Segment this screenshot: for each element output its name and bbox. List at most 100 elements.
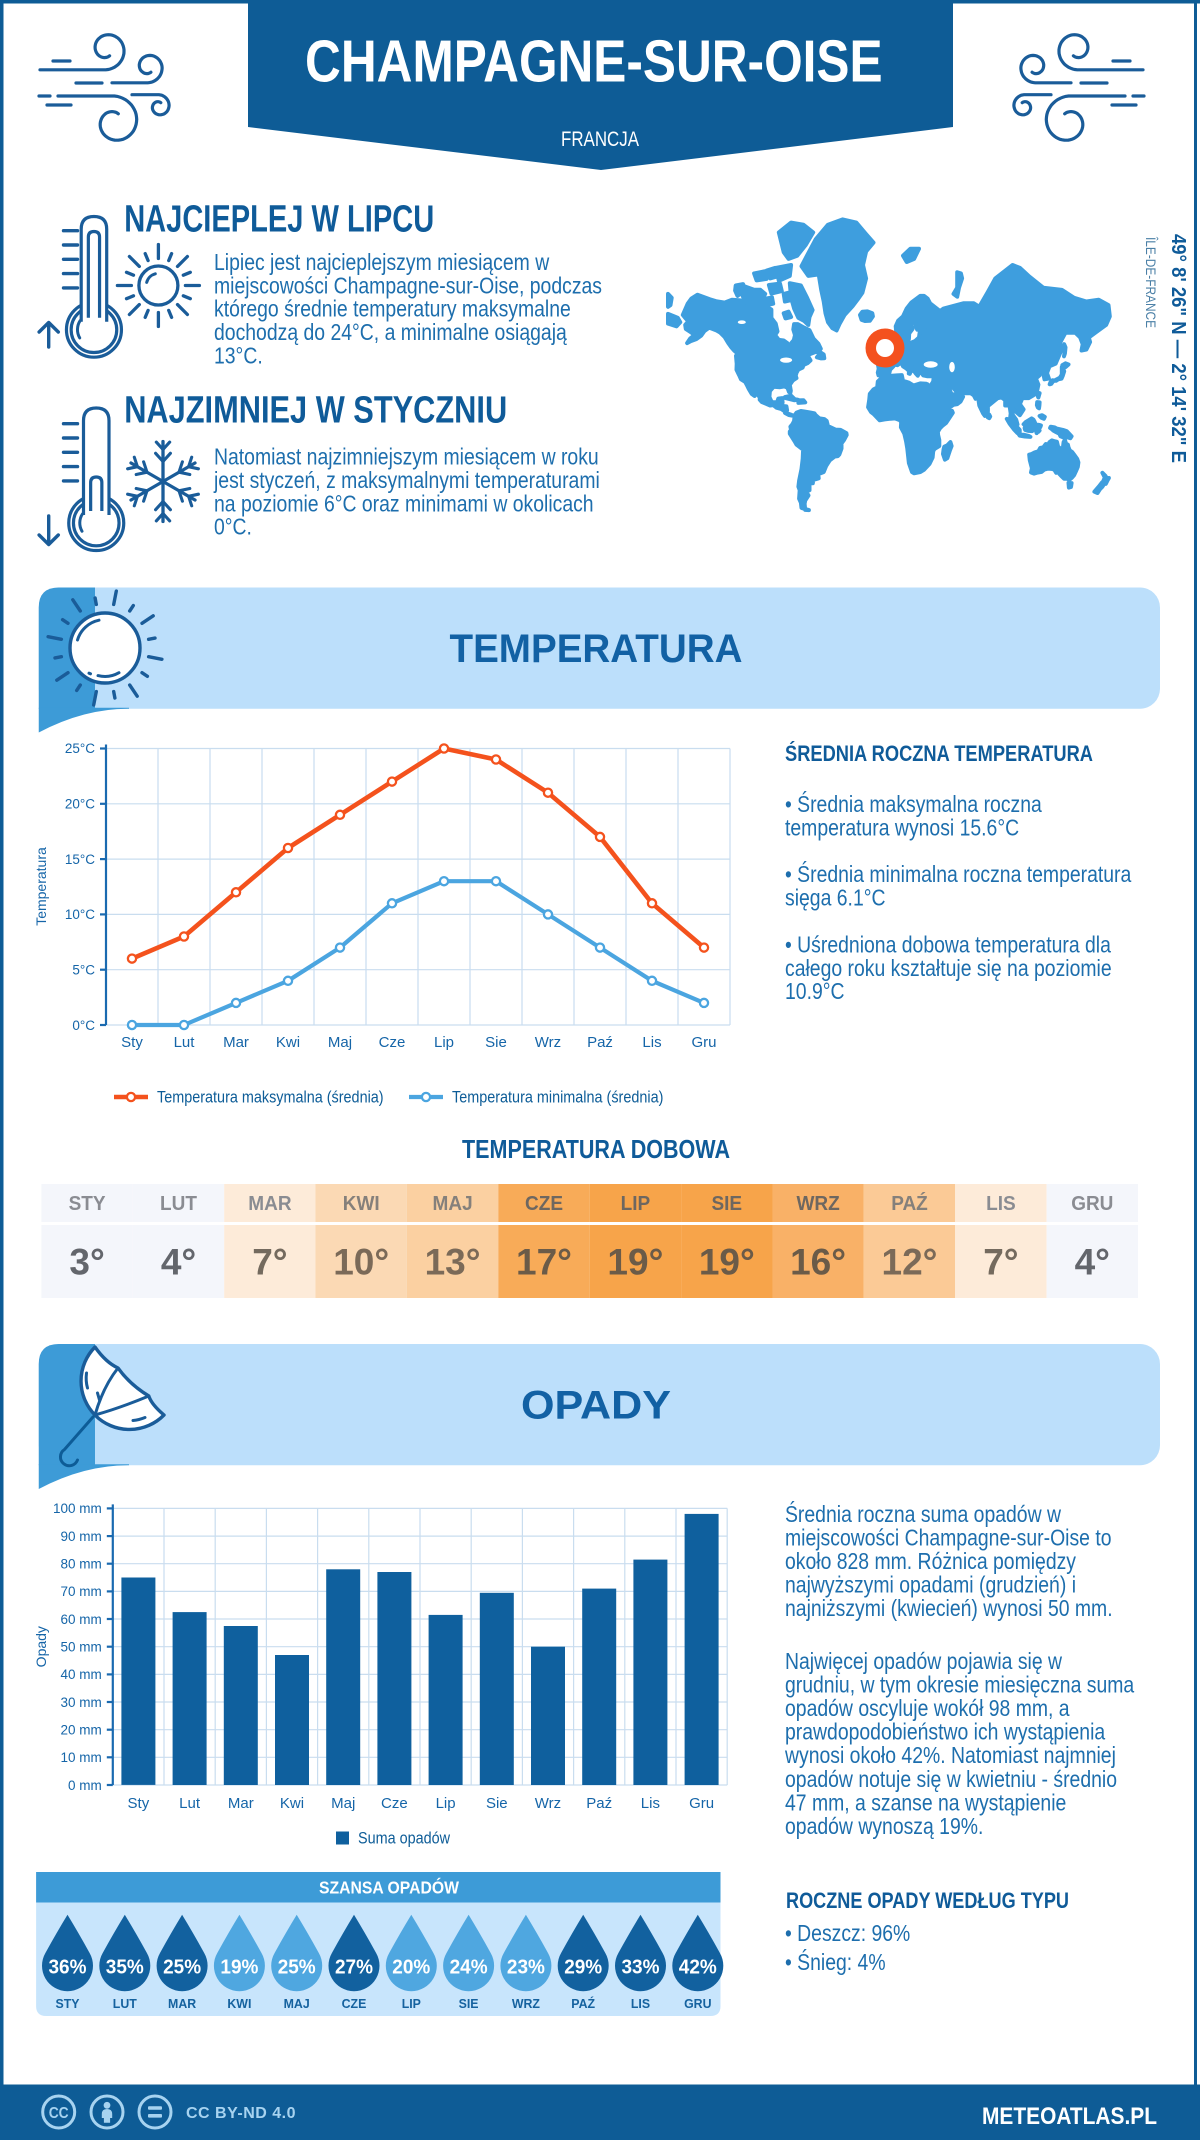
svg-text:najwyższymi opadami (grudzień): najwyższymi opadami (grudzień) i <box>785 1572 1076 1598</box>
svg-text:7°: 7° <box>252 1242 287 1283</box>
svg-text:około 828 mm. Różnica pomiędzy: około 828 mm. Różnica pomiędzy <box>785 1548 1076 1574</box>
svg-text:CHAMPAGNE-SUR-OISE: CHAMPAGNE-SUR-OISE <box>305 29 883 95</box>
svg-text:42%: 42% <box>679 1956 717 1978</box>
svg-text:20%: 20% <box>392 1956 430 1978</box>
svg-text:temperatura wynosi 15.6°C: temperatura wynosi 15.6°C <box>785 814 1019 840</box>
svg-text:13°C.: 13°C. <box>214 343 263 369</box>
svg-text:24%: 24% <box>450 1956 488 1978</box>
svg-text:Sty: Sty <box>128 1795 150 1812</box>
svg-text:4°: 4° <box>1075 1242 1110 1283</box>
svg-text:STY: STY <box>69 1193 107 1215</box>
svg-text:KWI: KWI <box>227 1996 251 2011</box>
svg-text:Sie: Sie <box>485 1034 507 1051</box>
svg-text:20°C: 20°C <box>65 797 95 812</box>
svg-text:25°C: 25°C <box>65 741 95 756</box>
svg-text:Lut: Lut <box>174 1034 196 1051</box>
svg-text:33%: 33% <box>622 1956 660 1978</box>
svg-text:OPADY: OPADY <box>521 1383 671 1427</box>
svg-text:MAR: MAR <box>168 1996 197 2011</box>
svg-text:LUT: LUT <box>113 1996 137 2011</box>
svg-text:LIS: LIS <box>631 1996 651 2011</box>
svg-text:całego roku kształtuje się na: całego roku kształtuje się na poziomie <box>785 955 1112 981</box>
svg-text:GRU: GRU <box>684 1996 711 2011</box>
svg-text:16°: 16° <box>790 1242 846 1283</box>
svg-text:Temperatura minimalna (średnia: Temperatura minimalna (średnia) <box>452 1089 663 1107</box>
svg-text:25%: 25% <box>163 1956 201 1978</box>
svg-text:Lip: Lip <box>434 1034 454 1051</box>
svg-text:3°: 3° <box>69 1242 104 1283</box>
svg-text:29%: 29% <box>564 1956 602 1978</box>
svg-text:grudniu, w tym okresie miesięc: grudniu, w tym okresie miesięczna suma <box>785 1672 1134 1698</box>
svg-text:CZE: CZE <box>342 1996 367 2011</box>
svg-text:Kwi: Kwi <box>276 1034 300 1051</box>
svg-text:TEMPERATURA DOBOWA: TEMPERATURA DOBOWA <box>462 1134 730 1164</box>
svg-text:100 mm: 100 mm <box>53 1501 102 1516</box>
svg-text:0 mm: 0 mm <box>68 1778 102 1793</box>
svg-text:19°: 19° <box>607 1242 663 1283</box>
svg-text:• Śnieg: 4%: • Śnieg: 4% <box>785 1948 886 1975</box>
svg-text:10 mm: 10 mm <box>61 1750 102 1765</box>
svg-text:dochodzą do 24°C, a minimalne: dochodzą do 24°C, a minimalne osiągają <box>214 319 567 345</box>
svg-text:13°: 13° <box>425 1242 481 1283</box>
svg-text:Paź: Paź <box>586 1795 612 1812</box>
svg-text:Lip: Lip <box>436 1795 456 1812</box>
svg-text:Sty: Sty <box>121 1034 143 1051</box>
svg-text:Lut: Lut <box>179 1795 201 1812</box>
svg-text:Lipiec jest najcieplejszym mie: Lipiec jest najcieplejszym miesiącem w <box>214 249 550 275</box>
svg-text:0°C: 0°C <box>72 1018 95 1033</box>
svg-text:CC: CC <box>49 2105 69 2122</box>
svg-text:15°C: 15°C <box>65 852 95 867</box>
svg-text:NAJCIEPLEJ W LIPCU: NAJCIEPLEJ W LIPCU <box>124 199 434 241</box>
svg-text:TEMPERATURA: TEMPERATURA <box>450 627 743 671</box>
svg-text:NAJZIMNIEJ W STYCZNIU: NAJZIMNIEJ W STYCZNIU <box>124 390 507 432</box>
svg-text:36%: 36% <box>49 1956 87 1978</box>
svg-text:najniższymi (kwiecień) wynosi: najniższymi (kwiecień) wynosi 50 mm. <box>785 1595 1113 1621</box>
svg-text:49° 8' 26" N — 2° 14' 32" E: 49° 8' 26" N — 2° 14' 32" E <box>1167 234 1189 463</box>
svg-text:PAŹ: PAŹ <box>571 1996 595 2011</box>
svg-text:SZANSA OPADÓW: SZANSA OPADÓW <box>319 1877 459 1898</box>
svg-text:19°: 19° <box>699 1242 755 1283</box>
svg-text:LIP: LIP <box>402 1996 422 2011</box>
svg-text:Suma opadów: Suma opadów <box>358 1830 450 1848</box>
svg-text:40 mm: 40 mm <box>61 1667 102 1682</box>
svg-text:5°C: 5°C <box>72 963 95 978</box>
svg-text:Lis: Lis <box>642 1034 661 1051</box>
svg-text:FRANCJA: FRANCJA <box>561 128 639 151</box>
svg-text:Wrz: Wrz <box>535 1034 561 1051</box>
svg-text:ŚREDNIA ROCZNA TEMPERATURA: ŚREDNIA ROCZNA TEMPERATURA <box>785 741 1093 766</box>
svg-text:7°: 7° <box>983 1242 1018 1283</box>
svg-text:MAR: MAR <box>248 1193 292 1215</box>
svg-text:PAŹ: PAŹ <box>891 1192 928 1215</box>
svg-text:MAJ: MAJ <box>284 1996 310 2011</box>
svg-text:LIP: LIP <box>621 1193 651 1215</box>
svg-text:Średnia roczna suma opadów w: Średnia roczna suma opadów w <box>785 1500 1061 1527</box>
svg-text:35%: 35% <box>106 1956 144 1978</box>
svg-text:LIS: LIS <box>986 1193 1016 1215</box>
svg-text:WRZ: WRZ <box>796 1193 839 1215</box>
svg-text:Temperatura: Temperatura <box>33 847 49 926</box>
svg-text:60 mm: 60 mm <box>61 1612 102 1627</box>
svg-text:10.9°C: 10.9°C <box>785 978 845 1004</box>
svg-text:METEOATLAS.PL: METEOATLAS.PL <box>982 2103 1157 2130</box>
svg-text:opadów notuje się w kwietniu -: opadów notuje się w kwietniu - średnio <box>785 1766 1117 1792</box>
svg-text:na poziomie 6°C oraz minimami: na poziomie 6°C oraz minimami w okolicac… <box>214 490 594 516</box>
svg-text:Cze: Cze <box>381 1795 408 1812</box>
svg-text:LUT: LUT <box>160 1193 197 1215</box>
svg-text:• Uśredniona dobowa temperatur: • Uśredniona dobowa temperatura dla <box>785 931 1111 957</box>
svg-text:Kwi: Kwi <box>280 1795 304 1812</box>
svg-text:Cze: Cze <box>379 1034 406 1051</box>
svg-text:27%: 27% <box>335 1956 373 1978</box>
svg-text:MAJ: MAJ <box>433 1193 473 1215</box>
svg-text:Mar: Mar <box>223 1034 249 1051</box>
svg-text:• Średnia maksymalna roczna: • Średnia maksymalna roczna <box>785 790 1042 817</box>
svg-text:Opady: Opady <box>33 1626 49 1667</box>
svg-text:Paź: Paź <box>587 1034 613 1051</box>
svg-text:Natomiast najzimniejszym miesi: Natomiast najzimniejszym miesiącem w rok… <box>214 444 599 470</box>
svg-text:47 mm, a szanse na wystąpienie: 47 mm, a szanse na wystąpienie <box>785 1789 1066 1815</box>
svg-text:ÎLE-DE-FRANCE: ÎLE-DE-FRANCE <box>1143 236 1158 328</box>
svg-text:miejscowości Champagne-sur-Ois: miejscowości Champagne-sur-Oise, podczas <box>214 272 602 298</box>
svg-text:którego średnie temperatury ma: którego średnie temperatury maksymalne <box>214 296 571 322</box>
svg-text:• Średnia minimalna roczna tem: • Średnia minimalna roczna temperatura <box>785 860 1131 887</box>
svg-text:0°C.: 0°C. <box>214 514 252 540</box>
svg-text:17°: 17° <box>516 1242 572 1283</box>
